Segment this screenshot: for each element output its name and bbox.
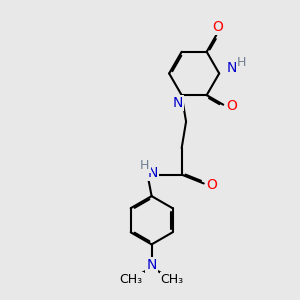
Text: N: N [172,96,183,110]
Text: N: N [226,61,237,75]
Text: H: H [237,56,246,69]
Text: CH₃: CH₃ [161,273,184,286]
Text: N: N [146,258,157,272]
Text: O: O [226,99,237,113]
Text: CH₃: CH₃ [119,273,142,286]
Text: N: N [148,166,158,180]
Text: O: O [212,20,223,34]
Text: H: H [140,159,149,172]
Text: O: O [206,178,218,192]
